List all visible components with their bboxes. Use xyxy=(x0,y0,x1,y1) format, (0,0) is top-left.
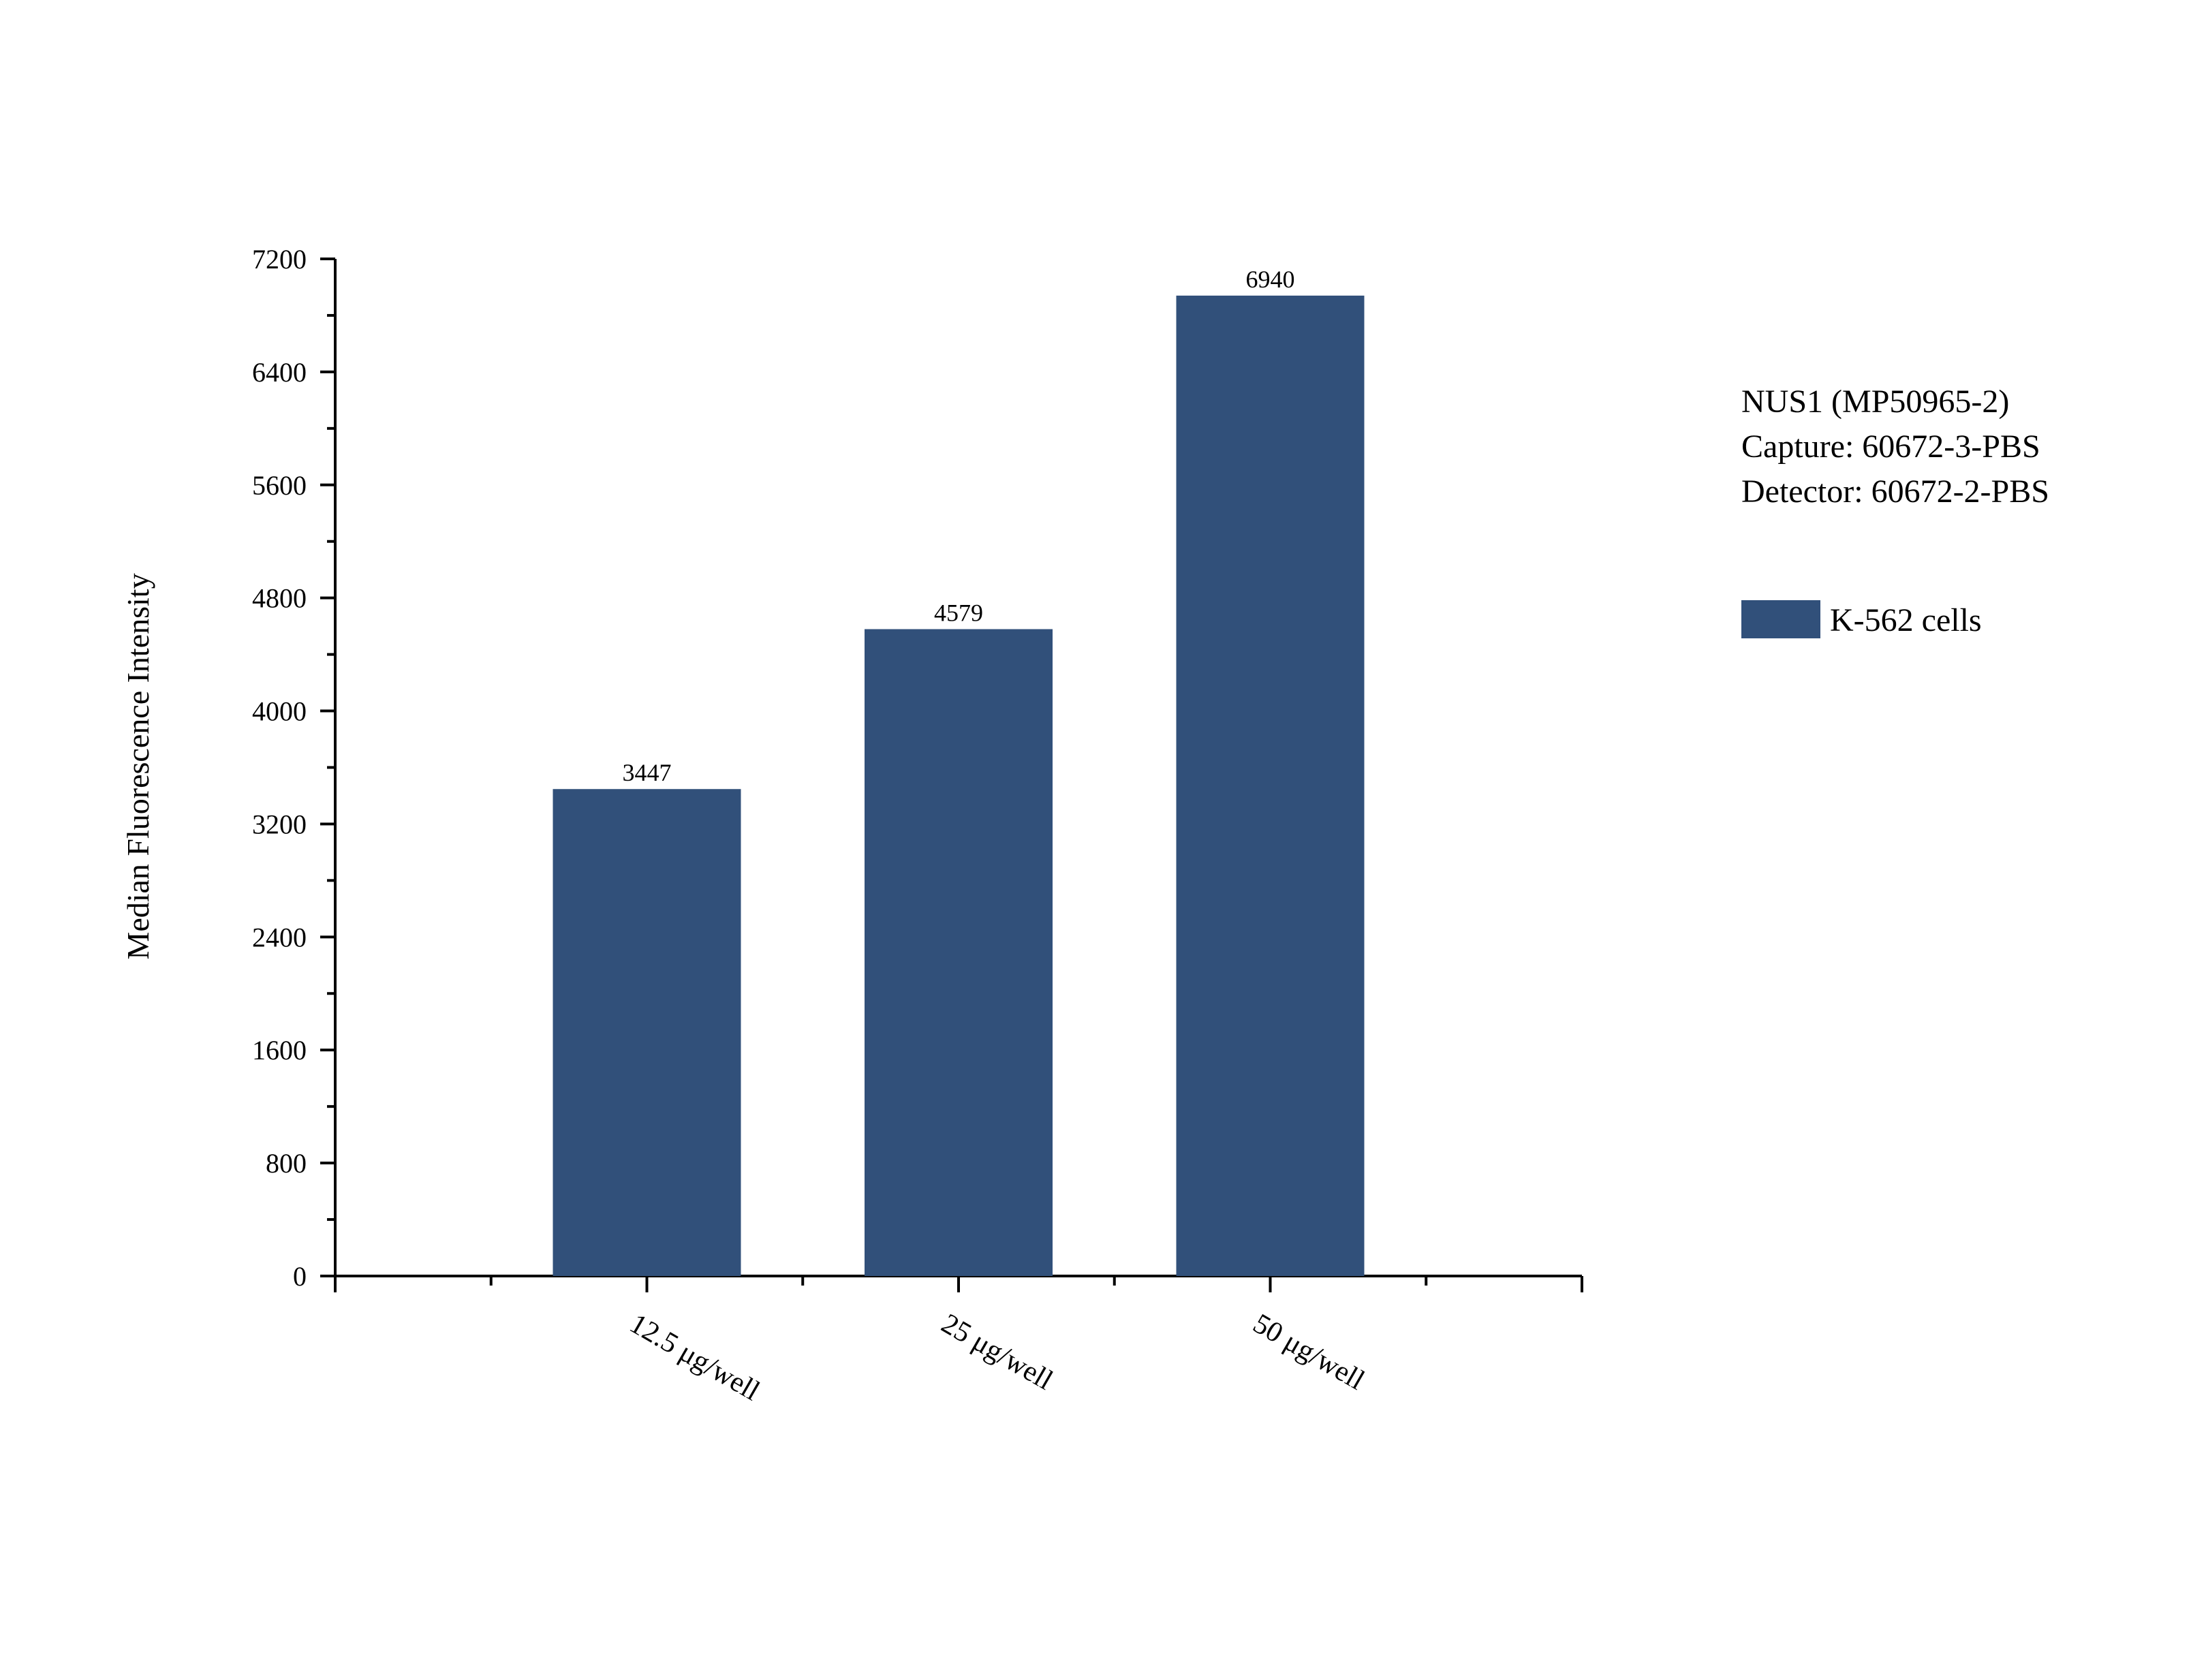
x-tick-label: 12.5 μg/well xyxy=(625,1308,765,1407)
bar xyxy=(553,789,741,1276)
legend-swatch xyxy=(1741,600,1820,638)
y-tick-label: 7200 xyxy=(252,244,307,275)
y-tick-label: 6400 xyxy=(252,357,307,388)
legend: K-562 cells xyxy=(1741,600,1982,638)
bar xyxy=(865,629,1053,1276)
y-tick-label: 3200 xyxy=(252,809,307,839)
annotation-line: Detector: 60672-2-PBS xyxy=(1741,473,2049,510)
y-tick-label: 1600 xyxy=(252,1035,307,1065)
y-tick-label: 800 xyxy=(266,1148,307,1179)
y-tick-label: 0 xyxy=(293,1261,307,1292)
bar-value-label: 3447 xyxy=(623,759,672,786)
annotation-line: NUS1 (MP50965-2) xyxy=(1741,384,2009,420)
bar-value-label: 4579 xyxy=(934,599,983,626)
x-tick-label: 50 μg/well xyxy=(1248,1308,1370,1397)
bar-value-label: 6940 xyxy=(1246,266,1295,293)
y-tick-label: 5600 xyxy=(252,470,307,501)
y-tick-label: 4000 xyxy=(252,696,307,727)
annotation-line: Capture: 60672-3-PBS xyxy=(1741,429,2040,465)
legend-label: K-562 cells xyxy=(1830,602,1982,638)
y-axis-title: Median Fluorescence Intensity xyxy=(121,573,155,959)
annotation-block: NUS1 (MP50965-2) Capture: 60672-3-PBS Dete… xyxy=(1741,384,2049,510)
bar xyxy=(1176,295,1365,1277)
x-tick-label: 25 μg/well xyxy=(936,1308,1058,1397)
y-tick-label: 2400 xyxy=(252,922,307,952)
plot-area: 0 800 1600 2400 3200 4000 4800 5600 6400 7200 3447… xyxy=(252,244,1583,1407)
y-tick-label: 4800 xyxy=(252,583,307,614)
